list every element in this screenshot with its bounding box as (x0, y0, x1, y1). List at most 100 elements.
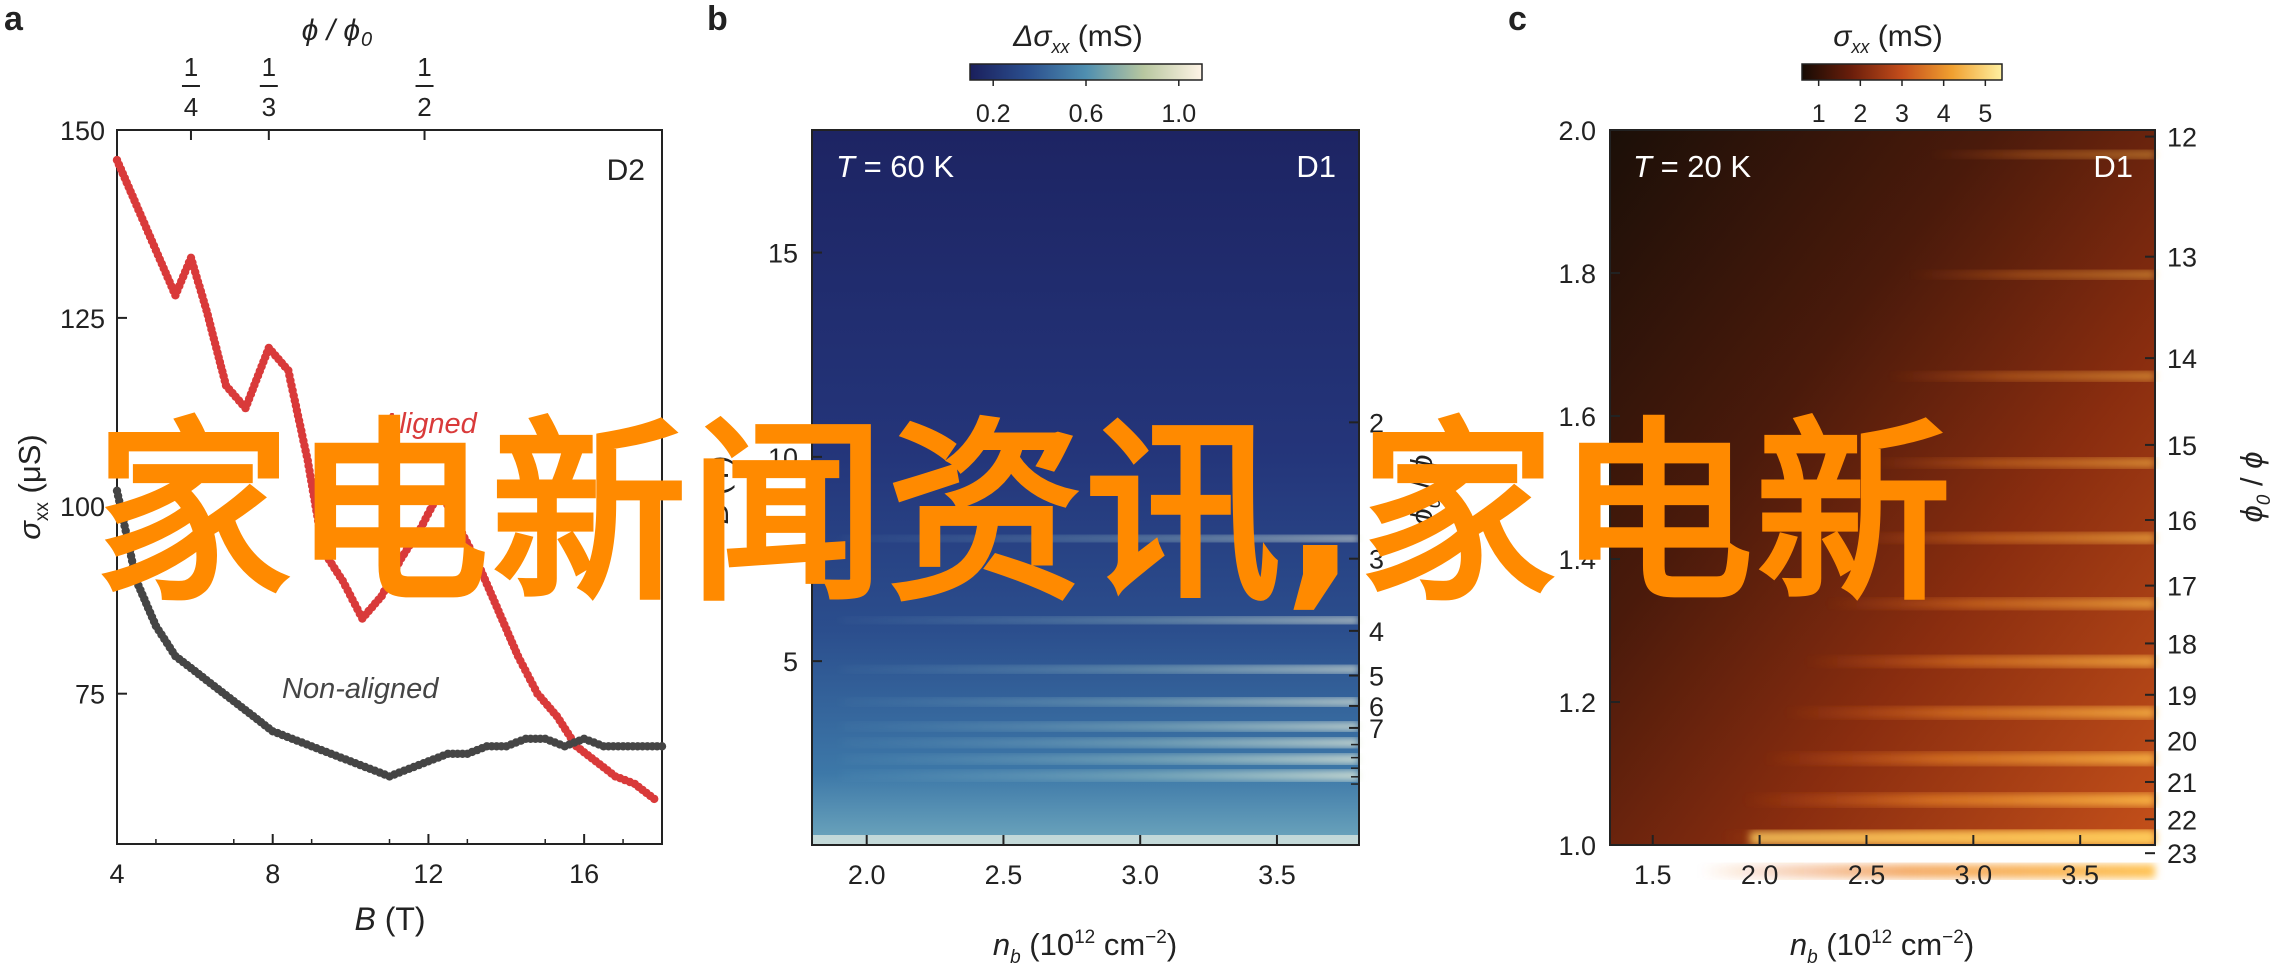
panel-a-device-label: D2 (607, 154, 645, 187)
panel-c-band (1888, 371, 2155, 381)
panel-a-top-ticks: 1 4 1 3 1 2 (181, 52, 434, 140)
panel-a-y-axis-label: σxx (μS) (12, 434, 53, 540)
top-tick-num: 1 (262, 52, 276, 82)
y-tick-label: 150 (60, 116, 105, 146)
panel-b-band (842, 665, 1359, 673)
colorbar-tick-label: 0.6 (1069, 100, 1104, 128)
x-tick-label: 2.0 (848, 860, 886, 890)
panel-a-y-ticks: 75 100 125 150 (60, 116, 127, 710)
x-tick-label: 1.5 (1634, 860, 1672, 890)
right-tick-label: 14 (2167, 344, 2197, 374)
panel-c-frame (1609, 129, 2156, 846)
panel-c-band (1750, 831, 2155, 845)
y-tick-label: 1.8 (1558, 259, 1596, 289)
y-tick-label: 10 (768, 443, 798, 473)
x-tick-label: 2.5 (985, 860, 1023, 890)
panel-c-band (1700, 864, 2155, 879)
top-tick-den: 2 (417, 92, 431, 122)
panel-c-band (1867, 458, 2155, 468)
panel-c-band (1930, 150, 2155, 159)
panel-b-heatmap (812, 130, 1359, 845)
panel-c-x-ticks: 1.5 2.0 2.5 3.0 3.5 (1634, 835, 2099, 890)
right-tick-label: 12 (2167, 123, 2197, 153)
panel-a-top-axis-label: ϕ / ϕ (302, 14, 360, 47)
panel-c-colorbar-label: σxx (mS) (1833, 20, 1942, 57)
panel-b-annotation: T = 60 K (836, 149, 954, 184)
panel-c-label: c (1508, 0, 1527, 38)
x-tick-label: 3.5 (1258, 860, 1296, 890)
right-tick-label: 20 (2167, 727, 2197, 757)
panel-c-x-axis-label: nb (1012 cm−2) (1790, 927, 1974, 967)
panel-c-device-label: D1 (2093, 149, 2133, 184)
panel-b-band (842, 722, 1359, 731)
panel-c-right-ticks: 12 13 14 15 16 17 18 19 20 21 22 23 (2145, 123, 2197, 869)
panel-c-band (1783, 706, 2155, 719)
panel-a-top-axis-sub: 0 (361, 29, 372, 51)
panel-c-band (1762, 752, 2155, 765)
right-tick-label: 7 (1369, 714, 1384, 744)
panel-b-colorbar-label: Δσxx (mS) (1012, 20, 1143, 57)
right-tick-label: 23 (2167, 839, 2197, 869)
panel-c-band (1804, 655, 2155, 668)
panel-b-band (842, 770, 1359, 781)
x-tick-label: 8 (265, 859, 280, 889)
right-tick-label: 22 (2167, 805, 2197, 835)
y-tick-label: 1.2 (1558, 688, 1596, 718)
panel-a-series (112, 155, 667, 804)
panel-c-annotation: T = 20 K (1633, 149, 1751, 184)
colorbar-tick-label: 3 (1895, 100, 1909, 128)
y-tick-label: 1.6 (1558, 402, 1596, 432)
x-tick-label: 3.0 (1955, 860, 1993, 890)
panel-b-band (842, 698, 1359, 706)
x-tick-label: 3.0 (1121, 860, 1159, 890)
top-tick-den: 3 (262, 92, 276, 122)
panel-b-band (812, 835, 1359, 845)
y-tick-label: 75 (75, 680, 105, 710)
panel-b-x-axis-label: nb (1012 cm−2) (993, 927, 1177, 967)
right-tick-label: 13 (2167, 243, 2197, 273)
colorbar-tick-label: 1 (1812, 100, 1826, 128)
right-tick-label: 4 (1369, 617, 1384, 647)
panel-c-colorbar (1801, 63, 2003, 81)
panel-b-x-ticks: 2.0 2.5 3.0 3.5 (848, 835, 1296, 890)
colorbar-tick-label: 2 (1853, 100, 1867, 128)
x-tick-label: 2.0 (1741, 860, 1779, 890)
y-tick-label: 1.4 (1558, 545, 1596, 575)
panel-b-band (842, 738, 1359, 748)
right-tick-label: 19 (2167, 681, 2197, 711)
x-tick-label: 12 (413, 859, 443, 889)
panel-c-y-ticks: 1.0 1.2 1.4 1.6 1.8 2.0 (1558, 116, 1620, 861)
right-tick-label: 3 (1369, 545, 1384, 575)
x-tick-label: 16 (569, 859, 599, 889)
colorbar-tick-label: 0.2 (976, 100, 1011, 128)
y-tick-label: 100 (60, 492, 105, 522)
panel-a-x-axis-label: B (T) (354, 901, 425, 937)
panel-b: b Δσxx (mS) 0.2 0.6 1.0 T = 60 K D1 2.0 2.5… (700, 0, 1445, 967)
right-tick-label: 2 (1369, 408, 1384, 438)
y-tick-label: 15 (768, 239, 798, 269)
right-tick-label: 5 (1369, 662, 1384, 692)
y-tick-label: 2.0 (1558, 116, 1596, 146)
right-tick-label: 16 (2167, 506, 2197, 536)
series-1-dot (657, 742, 667, 751)
right-tick-label: 17 (2167, 572, 2197, 602)
top-tick-num: 1 (417, 52, 431, 82)
panel-b-colorbar-ticks: 0.2 0.6 1.0 (976, 80, 1196, 128)
panel-c-heatmap (1610, 130, 2155, 845)
panel-c-band (1825, 598, 2155, 609)
right-tick-label: 21 (2167, 768, 2197, 798)
panel-b-band (842, 535, 1359, 542)
colorbar-tick-label: 1.0 (1161, 100, 1196, 128)
y-tick-label: 5 (783, 647, 798, 677)
panel-c-band (1909, 270, 2155, 279)
series-0-dot (650, 794, 659, 804)
panel-b-frame (811, 129, 1360, 846)
x-tick-label: 3.5 (2061, 860, 2099, 890)
x-tick-label: 4 (109, 859, 124, 889)
panel-c-band (1846, 532, 2155, 544)
colorbar-tick-label: 5 (1978, 100, 1992, 128)
panel-b-device-label: D1 (1296, 149, 1336, 184)
panel-b-y-axis-label: B (T) (700, 456, 735, 525)
